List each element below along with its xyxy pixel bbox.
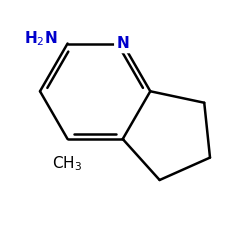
Text: CH$_3$: CH$_3$	[52, 154, 83, 173]
Text: N: N	[116, 36, 129, 51]
Text: H$_2$N: H$_2$N	[24, 30, 58, 48]
